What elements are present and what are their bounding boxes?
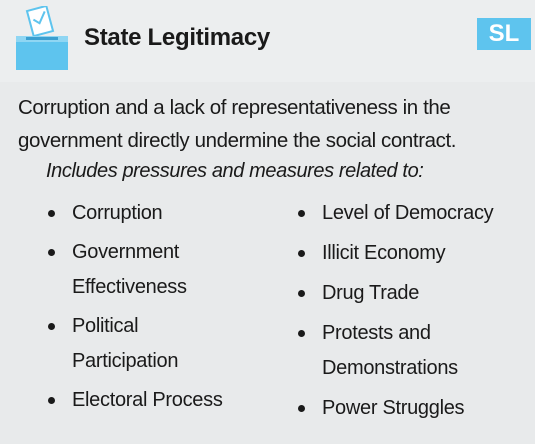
title: State Legitimacy (84, 24, 270, 51)
bullet-item: Level of Democracy (296, 196, 516, 231)
header: State Legitimacy SL (0, 0, 535, 82)
bullet-item: Corruption (46, 196, 236, 231)
bullet-item: Power Struggles (296, 391, 516, 426)
description: Corruption and a lack of representativen… (18, 96, 457, 152)
intro: Includes pressures and measures related … (46, 160, 424, 182)
bullet-item: Illicit Economy (296, 236, 516, 271)
ballot-icon (16, 6, 68, 70)
bullet-list: Level of Democracy Illicit Economy Drug Tr… (296, 196, 516, 431)
bullet-item: Protests and Demonstrations (296, 316, 516, 386)
bullet-item: Drug Trade (296, 276, 516, 311)
bullet-item: Government Effectiveness (46, 235, 236, 305)
bullet-list: Corruption Government Effectiveness Politi… (46, 196, 236, 422)
bullet-item: Political Participation (46, 309, 236, 379)
badge: SL (477, 18, 531, 50)
bullet-item: Electoral Process (46, 383, 236, 418)
